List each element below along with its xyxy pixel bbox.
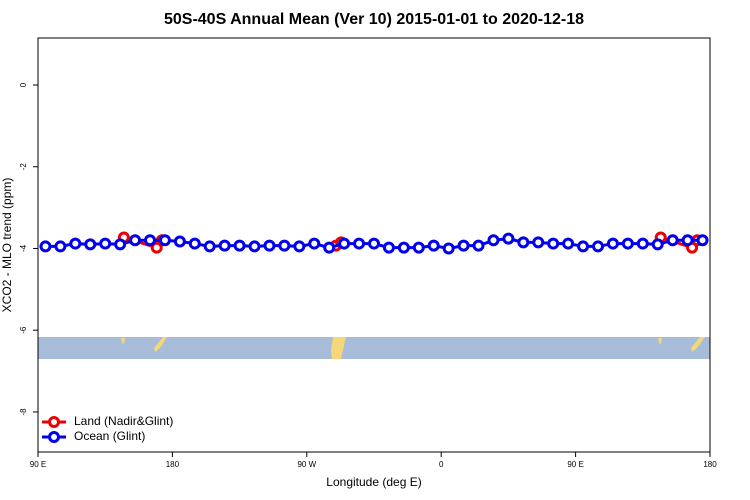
point (129, 234, 142, 247)
point (487, 234, 500, 247)
point (263, 239, 276, 252)
point (412, 241, 425, 254)
x-tick-label: 0 (439, 460, 444, 469)
point (397, 241, 410, 254)
legend-label: Land (Nadir&Glint) (74, 414, 173, 428)
point (368, 237, 380, 250)
point (338, 237, 351, 250)
point (353, 237, 366, 250)
point (502, 232, 515, 245)
point (293, 240, 306, 253)
point (621, 237, 634, 250)
land-strip (38, 337, 710, 359)
point (562, 237, 575, 250)
point (606, 237, 619, 250)
point (532, 236, 545, 249)
point (84, 238, 97, 251)
point (427, 239, 440, 252)
x-tick-label: 180 (166, 460, 180, 469)
point (114, 238, 127, 251)
point (144, 234, 156, 247)
legend-label: Ocean (Glint) (74, 429, 145, 443)
y-tick-label: -6 (19, 326, 28, 334)
point (577, 240, 590, 253)
chart-title: 50S-40S Annual Mean (Ver 10) 2015-01-01 … (164, 11, 584, 28)
point (218, 239, 231, 252)
point (308, 237, 321, 250)
point (233, 239, 246, 252)
point (248, 240, 261, 253)
y-tick-label: -2 (19, 163, 28, 171)
y-tick-label: 0 (19, 82, 28, 87)
x-tick-label: 90 W (297, 460, 316, 469)
plot-frame (37, 37, 711, 453)
point (636, 237, 649, 250)
point (203, 240, 216, 253)
point (442, 242, 455, 255)
point (173, 235, 186, 248)
point (681, 234, 694, 247)
point (158, 234, 171, 247)
legend: Land (Nadir&Glint) Ocean (Glint) (42, 414, 173, 443)
y-axis-label: XCO2 - MLO trend (ppm) (0, 178, 14, 313)
y-tick-label: -4 (19, 244, 28, 252)
point (99, 237, 112, 250)
x-axis-label: Longitude (deg E) (326, 475, 421, 489)
point (696, 234, 709, 247)
point (69, 237, 82, 250)
point (457, 239, 470, 252)
point (323, 241, 336, 254)
x-tick-label: 180 (703, 460, 717, 469)
point (592, 240, 604, 253)
y-tick-label: -8 (19, 408, 28, 416)
point (39, 240, 52, 253)
x-tick-label: 90 E (30, 460, 46, 469)
point (547, 237, 560, 250)
point (651, 238, 664, 251)
point (54, 240, 67, 253)
point (188, 237, 201, 250)
point (382, 241, 395, 254)
point (666, 234, 679, 247)
point (278, 239, 291, 252)
point (517, 236, 530, 249)
point (472, 239, 485, 252)
x-tick-label: 90 E (567, 460, 583, 469)
